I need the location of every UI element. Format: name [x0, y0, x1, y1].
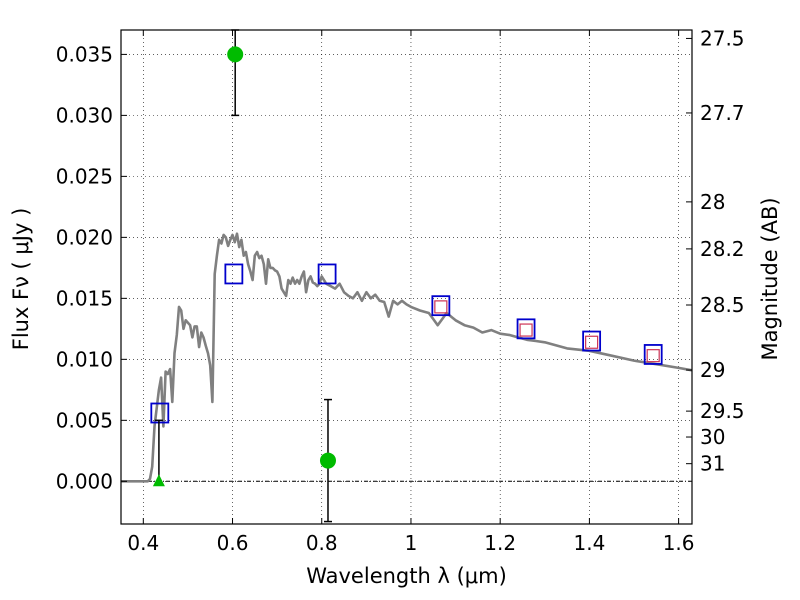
y-tick-label: 0.020: [56, 225, 113, 249]
y-axis-label: Flux Fν ( μJy ): [9, 208, 33, 351]
sed-model-series: [121, 232, 693, 483]
green-point: [227, 46, 244, 63]
x-axis-label: Wavelength λ (μm): [306, 564, 507, 588]
y-tick-label: 0.015: [56, 286, 113, 310]
photometry-square: [643, 344, 663, 365]
upper-limit-triangle: [152, 474, 165, 487]
photometry-square: [317, 263, 337, 285]
y-tick-label: 0.005: [56, 408, 113, 432]
x-tick-label: 1.6: [663, 531, 695, 555]
photometry-square: [150, 402, 170, 424]
y-tick-label: 0.000: [56, 469, 113, 493]
y-axis-ticks: 0.000 0.005 0.010 0.015 0.020 0.025 0.030 0.035: [56, 42, 127, 493]
y-tick-label: 0.025: [56, 164, 113, 188]
y2-tick-label: 29: [700, 358, 725, 382]
photometry-marks: [150, 29, 663, 523]
photometry-square: [431, 295, 451, 317]
y2-tick-label: 31: [700, 452, 725, 476]
photometry-square: [582, 330, 602, 352]
y-tick-label: 0.010: [56, 347, 113, 371]
x-tick-label: 1.2: [484, 531, 516, 555]
model-band-square: [434, 300, 448, 314]
y2-axis-label: Magnitude (AB): [758, 197, 782, 360]
photometry-square: [224, 263, 244, 285]
x-tick-label: 0.8: [306, 531, 338, 555]
y2-tick-label: 29.5: [700, 399, 745, 423]
photometry-square: [516, 318, 536, 340]
x-tick-label: 0.4: [127, 531, 159, 555]
y2-tick-label: 28.2: [700, 237, 745, 261]
x-axis-ticks: 0.4 0.6 0.8 1 1.2 1.4 1.6: [127, 30, 695, 555]
sed-model-line: [121, 232, 693, 483]
y2-axis-ticks: 27.5 27.7 28 28.2 28.5 29 29.530 31: [686, 26, 745, 476]
y2-tick-label: 28.5: [700, 293, 745, 317]
plot-frame: [120, 29, 693, 525]
model-band-square: [519, 323, 533, 337]
y2-tick-label: 28: [700, 190, 725, 214]
model-band-square: [585, 335, 599, 349]
y2-tick-label: 27.5: [700, 26, 745, 50]
y2-tick-label: 27.7: [700, 101, 745, 125]
model-band-square: [646, 349, 660, 363]
y-tick-label: 0.030: [56, 103, 113, 127]
y2-tick-label: 30: [700, 425, 725, 449]
x-tick-label: 1.4: [573, 531, 605, 555]
green-point: [319, 452, 336, 469]
x-tick-label: 1: [405, 531, 418, 555]
y-tick-label: 0.035: [56, 42, 113, 66]
x-tick-label: 0.6: [217, 531, 249, 555]
